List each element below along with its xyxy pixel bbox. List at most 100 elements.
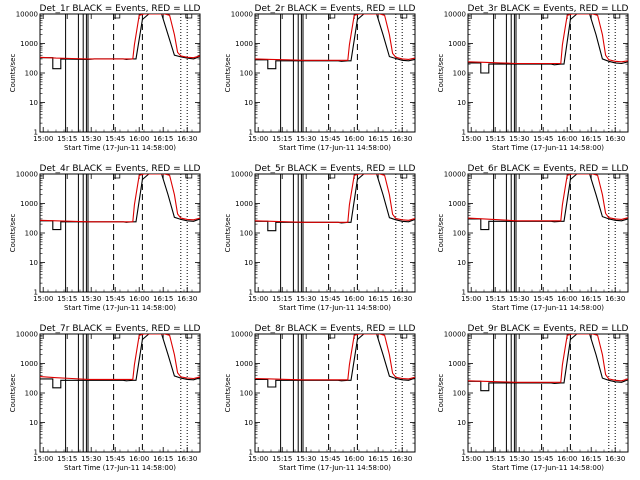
y-axis-label: Counts/sec bbox=[224, 54, 232, 93]
x-axis-label: Start Time (17-Jun-11 14:58:00) bbox=[279, 304, 391, 312]
y-tick-label: 10000 bbox=[444, 331, 466, 339]
y-axis-label: Counts/sec bbox=[9, 54, 17, 93]
y-tick-label: 100 bbox=[240, 390, 253, 398]
x-tick-label: 16:00 bbox=[557, 455, 577, 463]
events-series-line bbox=[468, 14, 628, 74]
x-tick-label: 16:15 bbox=[581, 135, 601, 143]
x-tick-label: 15:30 bbox=[509, 295, 529, 303]
x-tick-label: 16:15 bbox=[153, 455, 173, 463]
x-axis-label: Start Time (17-Jun-11 14:58:00) bbox=[492, 144, 604, 152]
y-tick-label: 1 bbox=[249, 289, 253, 297]
x-tick-label: 16:15 bbox=[368, 295, 388, 303]
y-tick-label: 10000 bbox=[231, 171, 253, 179]
x-tick-label: 15:00 bbox=[461, 295, 481, 303]
event-marker bbox=[185, 14, 193, 19]
x-tick-label: 15:15 bbox=[485, 135, 505, 143]
plot-frame bbox=[467, 173, 629, 293]
detector-panel-4: Det_4r BLACK = Events, RED = LLD 1 10 100 10… bbox=[9, 164, 201, 312]
y-tick-label: 10000 bbox=[16, 11, 38, 19]
plot-area bbox=[40, 334, 200, 452]
x-tick-label: 15:00 bbox=[33, 135, 53, 143]
detector-panel-7: Det_7r BLACK = Events, RED = LLD 1 10 100 10… bbox=[9, 324, 201, 472]
x-tick-label: 15:15 bbox=[272, 295, 292, 303]
x-tick-label: 15:45 bbox=[105, 455, 125, 463]
y-tick-label: 10 bbox=[457, 259, 466, 267]
y-tick-label: 10000 bbox=[444, 171, 466, 179]
y-tick-label: 10 bbox=[457, 419, 466, 427]
x-tick-label: 15:30 bbox=[81, 295, 101, 303]
x-tick-label: 15:45 bbox=[320, 295, 340, 303]
event-marker bbox=[400, 174, 408, 179]
x-tick-label: 16:30 bbox=[605, 135, 625, 143]
x-tick-label: 15:30 bbox=[509, 135, 529, 143]
x-tick-label: 15:15 bbox=[57, 455, 77, 463]
plot-frame bbox=[467, 13, 629, 133]
y-tick-label: 10 bbox=[29, 419, 38, 427]
y-tick-label: 100 bbox=[240, 70, 253, 78]
chart-title: Det_8r BLACK = Events, RED = LLD bbox=[255, 324, 416, 334]
y-tick-label: 1 bbox=[249, 129, 253, 137]
y-tick-label: 1000 bbox=[20, 200, 38, 208]
y-axis-label: Counts/sec bbox=[437, 214, 445, 253]
y-tick-label: 1000 bbox=[235, 360, 253, 368]
plot-frame bbox=[254, 173, 416, 293]
y-tick-label: 1000 bbox=[448, 360, 466, 368]
y-tick-label: 100 bbox=[25, 70, 38, 78]
plot-frame bbox=[254, 333, 416, 453]
lld-series-line bbox=[255, 14, 415, 61]
y-tick-label: 10000 bbox=[231, 331, 253, 339]
x-axis-label: Start Time (17-Jun-11 14:58:00) bbox=[64, 304, 176, 312]
y-axis-label: Counts/sec bbox=[437, 374, 445, 413]
y-tick-label: 100 bbox=[453, 390, 466, 398]
y-tick-label: 1 bbox=[34, 289, 38, 297]
lld-series-line bbox=[40, 14, 200, 60]
y-tick-label: 10000 bbox=[231, 11, 253, 19]
event-marker bbox=[613, 174, 621, 179]
x-tick-label: 16:30 bbox=[392, 295, 412, 303]
detector-panel-8: Det_8r BLACK = Events, RED = LLD 1 10 100 10… bbox=[224, 324, 416, 472]
y-tick-label: 10000 bbox=[444, 11, 466, 19]
x-tick-label: 16:00 bbox=[344, 295, 364, 303]
x-tick-label: 16:30 bbox=[605, 295, 625, 303]
x-tick-label: 15:15 bbox=[272, 135, 292, 143]
y-tick-label: 10000 bbox=[16, 171, 38, 179]
x-tick-label: 15:00 bbox=[461, 455, 481, 463]
x-tick-label: 15:30 bbox=[296, 295, 316, 303]
x-tick-label: 16:30 bbox=[177, 295, 197, 303]
x-tick-label: 16:00 bbox=[557, 135, 577, 143]
x-tick-label: 16:30 bbox=[392, 455, 412, 463]
x-tick-label: 15:15 bbox=[57, 295, 77, 303]
events-series-line bbox=[468, 334, 628, 392]
y-tick-label: 1000 bbox=[448, 200, 466, 208]
y-axis-label: Counts/sec bbox=[9, 374, 17, 413]
event-marker bbox=[541, 14, 549, 19]
detector-panel-6: Det_6r BLACK = Events, RED = LLD 1 10 100 10… bbox=[437, 164, 629, 312]
y-tick-label: 10 bbox=[244, 99, 253, 107]
x-tick-label: 15:15 bbox=[57, 135, 77, 143]
lld-series-line bbox=[255, 174, 415, 223]
event-marker bbox=[613, 334, 621, 339]
plot-frame bbox=[39, 333, 201, 453]
y-tick-label: 1000 bbox=[448, 40, 466, 48]
x-tick-label: 16:15 bbox=[581, 455, 601, 463]
x-tick-label: 15:30 bbox=[296, 455, 316, 463]
y-tick-label: 1 bbox=[34, 449, 38, 457]
chart-title: Det_9r BLACK = Events, RED = LLD bbox=[468, 324, 629, 334]
plot-frame bbox=[39, 173, 201, 293]
y-tick-label: 1000 bbox=[20, 360, 38, 368]
event-marker bbox=[113, 174, 121, 179]
x-axis-label: Start Time (17-Jun-11 14:58:00) bbox=[64, 144, 176, 152]
x-tick-label: 15:00 bbox=[33, 455, 53, 463]
y-tick-label: 1 bbox=[249, 449, 253, 457]
lld-series-line bbox=[255, 334, 415, 381]
event-marker bbox=[328, 334, 336, 339]
y-tick-label: 1000 bbox=[235, 40, 253, 48]
x-tick-label: 15:45 bbox=[105, 295, 125, 303]
chart-title: Det_6r BLACK = Events, RED = LLD bbox=[468, 164, 629, 174]
events-series-line bbox=[255, 14, 415, 70]
x-tick-label: 16:15 bbox=[581, 295, 601, 303]
events-series-line bbox=[40, 334, 200, 389]
y-axis-label: Counts/sec bbox=[437, 54, 445, 93]
y-tick-label: 100 bbox=[240, 230, 253, 238]
